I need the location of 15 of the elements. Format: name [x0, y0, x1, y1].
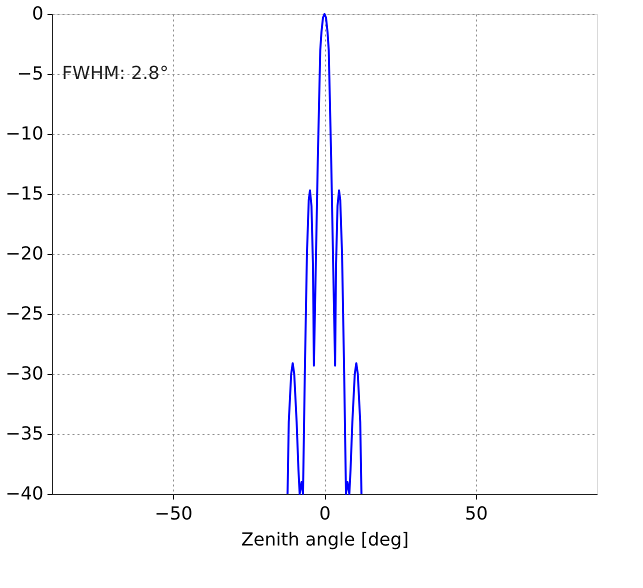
- x-axis-title: Zenith angle [deg]: [241, 530, 409, 550]
- y-tick-label: −15: [6, 184, 44, 204]
- y-tick-label: −20: [6, 244, 44, 264]
- x-tick-label: −50: [154, 504, 193, 524]
- y-tick-label: −35: [6, 424, 44, 444]
- y-tick-label: −5: [16, 64, 44, 84]
- x-tick-label: 0: [319, 504, 331, 524]
- line-series: [286, 13, 362, 495]
- y-tick-label: −30: [6, 364, 44, 384]
- y-tick-label: 0: [32, 4, 44, 24]
- x-tick-label: 50: [464, 504, 488, 524]
- annotation: FWHM: 2.8°: [62, 63, 169, 84]
- y-tick-label: −10: [6, 124, 44, 144]
- y-tick-label: −25: [6, 304, 44, 324]
- y-tick-label: −40: [6, 484, 44, 504]
